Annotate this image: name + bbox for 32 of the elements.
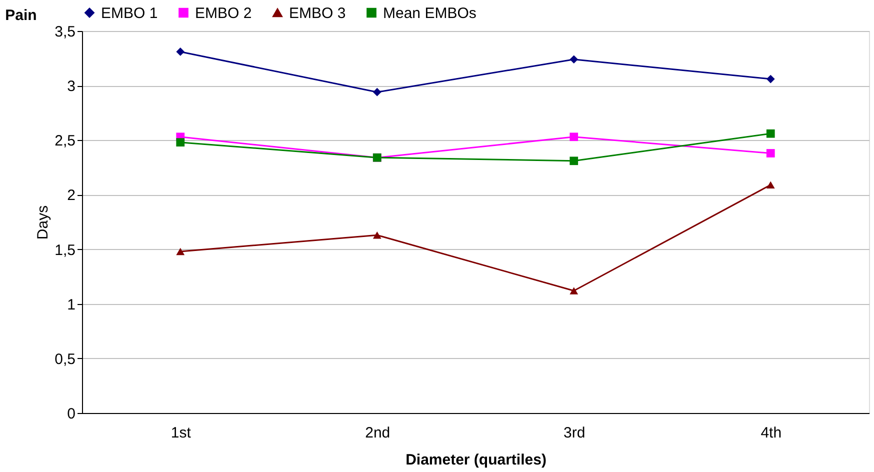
y-tick-label: 1,5 (54, 242, 76, 259)
y-axis-title: Days (34, 205, 52, 240)
y-tick-label: 3,5 (54, 24, 76, 40)
y-tick-label: 0 (67, 406, 76, 422)
point (570, 132, 578, 142)
x-axis-title: Diameter (quartiles) (406, 452, 546, 468)
x-tick-label: 2nd (365, 424, 390, 442)
legend-label: EMBO 1 (101, 4, 158, 22)
point (372, 231, 382, 239)
y-tick-label: 2,5 (54, 132, 76, 150)
point (570, 287, 578, 294)
point (570, 55, 578, 64)
y-tick-label: 0,5 (54, 350, 76, 368)
y-tick-label: 2 (67, 187, 76, 204)
point (176, 48, 185, 56)
chart-title: Pain (5, 7, 37, 24)
legend-label: EMBO 2 (195, 4, 252, 22)
point (372, 88, 382, 96)
point (176, 248, 185, 256)
point (766, 181, 775, 189)
point (766, 149, 775, 158)
y-tick-label: 3 (67, 78, 76, 96)
point (570, 156, 578, 166)
point (176, 138, 185, 147)
point (766, 129, 775, 138)
legend-label: Mean EMBOs (383, 4, 476, 22)
x-tick-label: 4th (760, 424, 782, 442)
x-tick-label: 1st (170, 424, 192, 442)
point (766, 74, 775, 84)
y-tick-label: 1 (67, 296, 76, 314)
legend-label: EMBO 3 (289, 4, 346, 22)
x-tick-label: 3rd (564, 424, 586, 442)
